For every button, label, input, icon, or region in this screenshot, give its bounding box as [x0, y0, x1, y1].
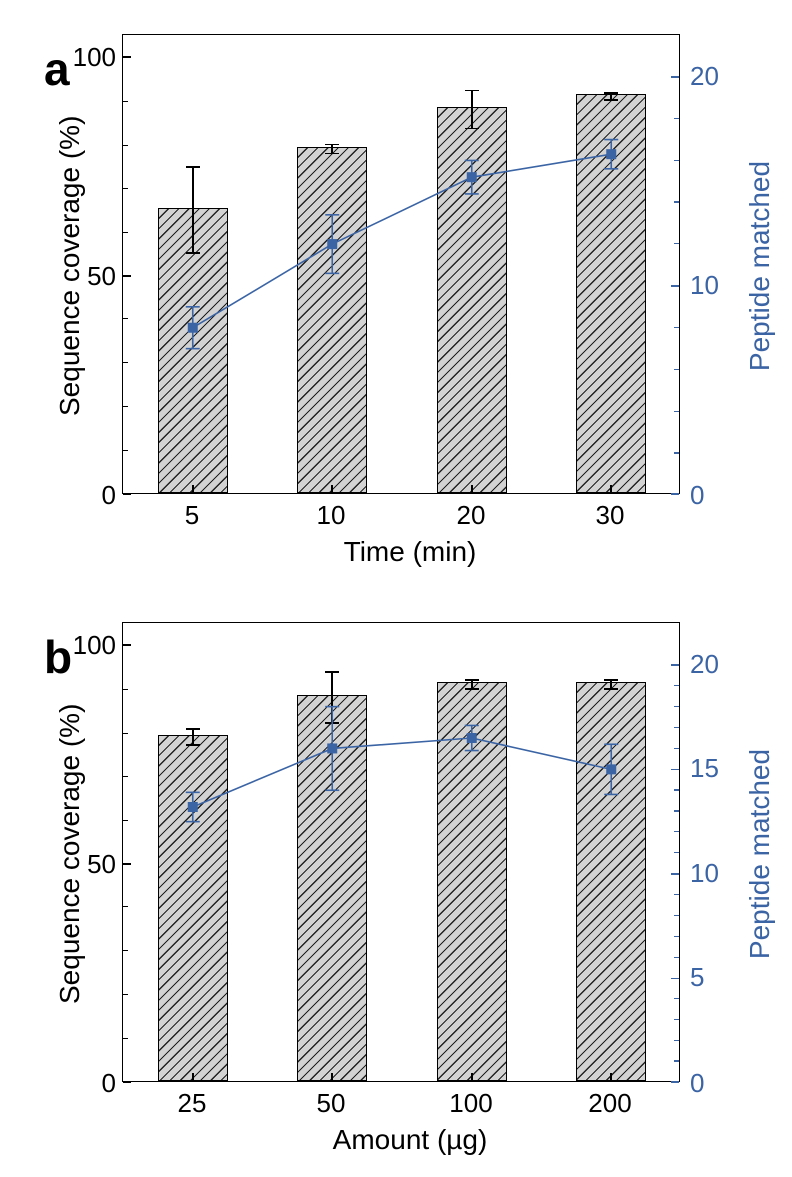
ytick-a-100: 100 — [66, 42, 116, 73]
ylabel-a-left: Sequence coverage (%) — [54, 116, 86, 416]
panel-a: a — [0, 0, 792, 588]
ylabel-a-right: Peptide matched — [744, 136, 776, 396]
errbar-a-3-b — [465, 128, 479, 130]
bar-b-3 — [437, 682, 507, 1081]
errbar-b-3-b — [465, 688, 479, 690]
bar-a-4 — [576, 94, 646, 493]
errbar-b-2-v — [331, 671, 333, 724]
xtick-b-4: 200 — [570, 1088, 650, 1119]
line-b — [193, 738, 612, 807]
xlabel-b: Amount (µg) — [310, 1124, 510, 1156]
errbar-a-1-b — [186, 252, 200, 254]
bar-b-2 — [297, 695, 367, 1081]
y2tick-b-10: 10 — [690, 858, 719, 889]
errbar-b-2-b — [325, 722, 339, 724]
errbar-b-2-t — [325, 671, 339, 673]
errbar-a-1-t — [186, 166, 200, 168]
errbar-b-1-t — [186, 728, 200, 730]
errbar-a-4-b — [604, 99, 618, 101]
xtick-b-1: 25 — [162, 1088, 222, 1119]
errbar-a-3-v — [471, 90, 473, 129]
xtick-b-2: 50 — [301, 1088, 361, 1119]
y2tick-a-0: 0 — [690, 480, 704, 511]
panel-a-plot-area — [122, 34, 680, 494]
ylabel-b-left: Sequence coverage (%) — [54, 704, 86, 1004]
panel-b: b — [0, 588, 792, 1177]
errbar-a-1-v — [192, 166, 194, 254]
errbar-a-3-t — [465, 90, 479, 92]
errbar-b-3-t — [465, 679, 479, 681]
errbar-b-1-b — [186, 744, 200, 746]
errbar-b-4-t — [604, 679, 618, 681]
xtick-a-2: 10 — [301, 500, 361, 531]
y2tick-a-10: 10 — [690, 270, 719, 301]
panel-b-plot-area — [122, 622, 680, 1082]
xlabel-a: Time (min) — [320, 536, 500, 568]
errbar-b-1-v — [192, 728, 194, 746]
errbar-a-2-t — [325, 144, 339, 146]
y2tick-b-0: 0 — [690, 1068, 704, 1099]
ylabel-b-right: Peptide matched — [744, 724, 776, 984]
ytick-b-100: 100 — [66, 630, 116, 661]
y2tick-b-15: 15 — [690, 753, 719, 784]
xtick-b-3: 100 — [431, 1088, 511, 1119]
y2tick-b-5: 5 — [690, 962, 704, 993]
line-a — [193, 154, 612, 328]
ytick-b-0: 0 — [76, 1068, 116, 1099]
figure: a — [0, 0, 792, 1177]
errbar-b-4-b — [604, 688, 618, 690]
xtick-a-1: 5 — [162, 500, 222, 531]
errbar-a-2-b — [325, 153, 339, 155]
bar-b-4 — [576, 682, 646, 1081]
xtick-a-3: 20 — [441, 500, 501, 531]
y2tick-b-20: 20 — [690, 649, 719, 680]
y2tick-a-20: 20 — [690, 61, 719, 92]
errbar-a-4-t — [604, 92, 618, 94]
ytick-a-0: 0 — [76, 480, 116, 511]
bar-a-3 — [437, 107, 507, 493]
xtick-a-4: 30 — [580, 500, 640, 531]
bar-a-2 — [297, 147, 367, 493]
bar-b-1 — [158, 735, 228, 1081]
